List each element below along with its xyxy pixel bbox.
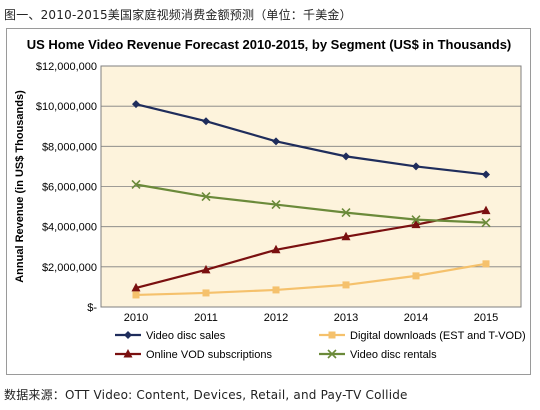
data-point — [341, 231, 351, 241]
y-tick-label: $6,000,000 — [42, 182, 97, 194]
y-tick-label: $- — [87, 302, 97, 314]
x-tick-label: 2015 — [474, 312, 498, 324]
data-point — [412, 272, 420, 280]
x-tick-label: 2013 — [334, 312, 358, 324]
data-point — [202, 117, 210, 126]
data-point — [272, 137, 280, 146]
series-line — [135, 103, 487, 176]
legend-marker — [124, 331, 132, 339]
data-point — [481, 218, 491, 228]
data-point — [132, 100, 140, 109]
y-tick-label: $2,000,000 — [42, 262, 97, 274]
legend-item: Online VOD subscriptions — [115, 349, 272, 361]
x-tick-label: 2011 — [194, 312, 218, 324]
legend-label: Video disc sales — [146, 330, 226, 342]
series-line — [135, 183, 487, 224]
chart-title: US Home Video Revenue Forecast 2010-2015… — [27, 37, 512, 52]
data-point — [131, 179, 141, 190]
x-tick-label: 2010 — [124, 312, 148, 324]
legend-label: Video disc rentals — [350, 349, 437, 361]
data-point — [342, 281, 350, 289]
x-tick-label: 2012 — [264, 312, 288, 324]
data-point — [342, 152, 350, 161]
data-point — [411, 215, 421, 225]
legend-label: Digital downloads (EST and T-VOD) — [350, 330, 526, 342]
series-line — [135, 262, 487, 297]
y-tick-label: $8,000,000 — [42, 141, 97, 153]
legend-item: Video disc sales — [115, 330, 226, 342]
data-point — [201, 191, 211, 202]
data-point — [202, 289, 210, 297]
x-tick-label: 2014 — [404, 312, 428, 324]
y-tick-label: $10,000,000 — [36, 101, 97, 113]
data-point — [201, 264, 211, 274]
data-point — [131, 282, 141, 292]
figure-caption: 图一、2010-2015美国家庭视频消费金额预测（单位：千美金） — [4, 8, 352, 22]
legend-marker — [327, 349, 337, 359]
data-point — [482, 260, 490, 268]
legend-marker — [123, 349, 133, 358]
data-point — [481, 205, 491, 215]
legend-item: Digital downloads (EST and T-VOD) — [319, 330, 526, 342]
data-point — [271, 244, 281, 254]
data-point — [341, 208, 351, 218]
data-point — [271, 200, 281, 210]
legend-label: Online VOD subscriptions — [146, 349, 272, 361]
data-point — [411, 219, 421, 229]
line-chart: US Home Video Revenue Forecast 2010-2015… — [14, 37, 526, 361]
data-point — [272, 286, 280, 294]
data-point — [482, 170, 490, 179]
data-point — [132, 291, 140, 299]
data-point — [412, 162, 420, 171]
y-tick-label: $12,000,000 — [36, 61, 97, 73]
source-caption: 数据来源：OTT Video: Content, Devices, Retail… — [4, 388, 408, 402]
chart-frame: US Home Video Revenue Forecast 2010-2015… — [6, 28, 531, 375]
y-tick-label: $4,000,000 — [42, 222, 97, 234]
series-line — [135, 209, 487, 289]
legend-item: Video disc rentals — [319, 349, 437, 361]
y-axis-title: Annual Revenue (in US$ Thousands) — [14, 90, 26, 283]
legend-marker — [328, 331, 336, 339]
